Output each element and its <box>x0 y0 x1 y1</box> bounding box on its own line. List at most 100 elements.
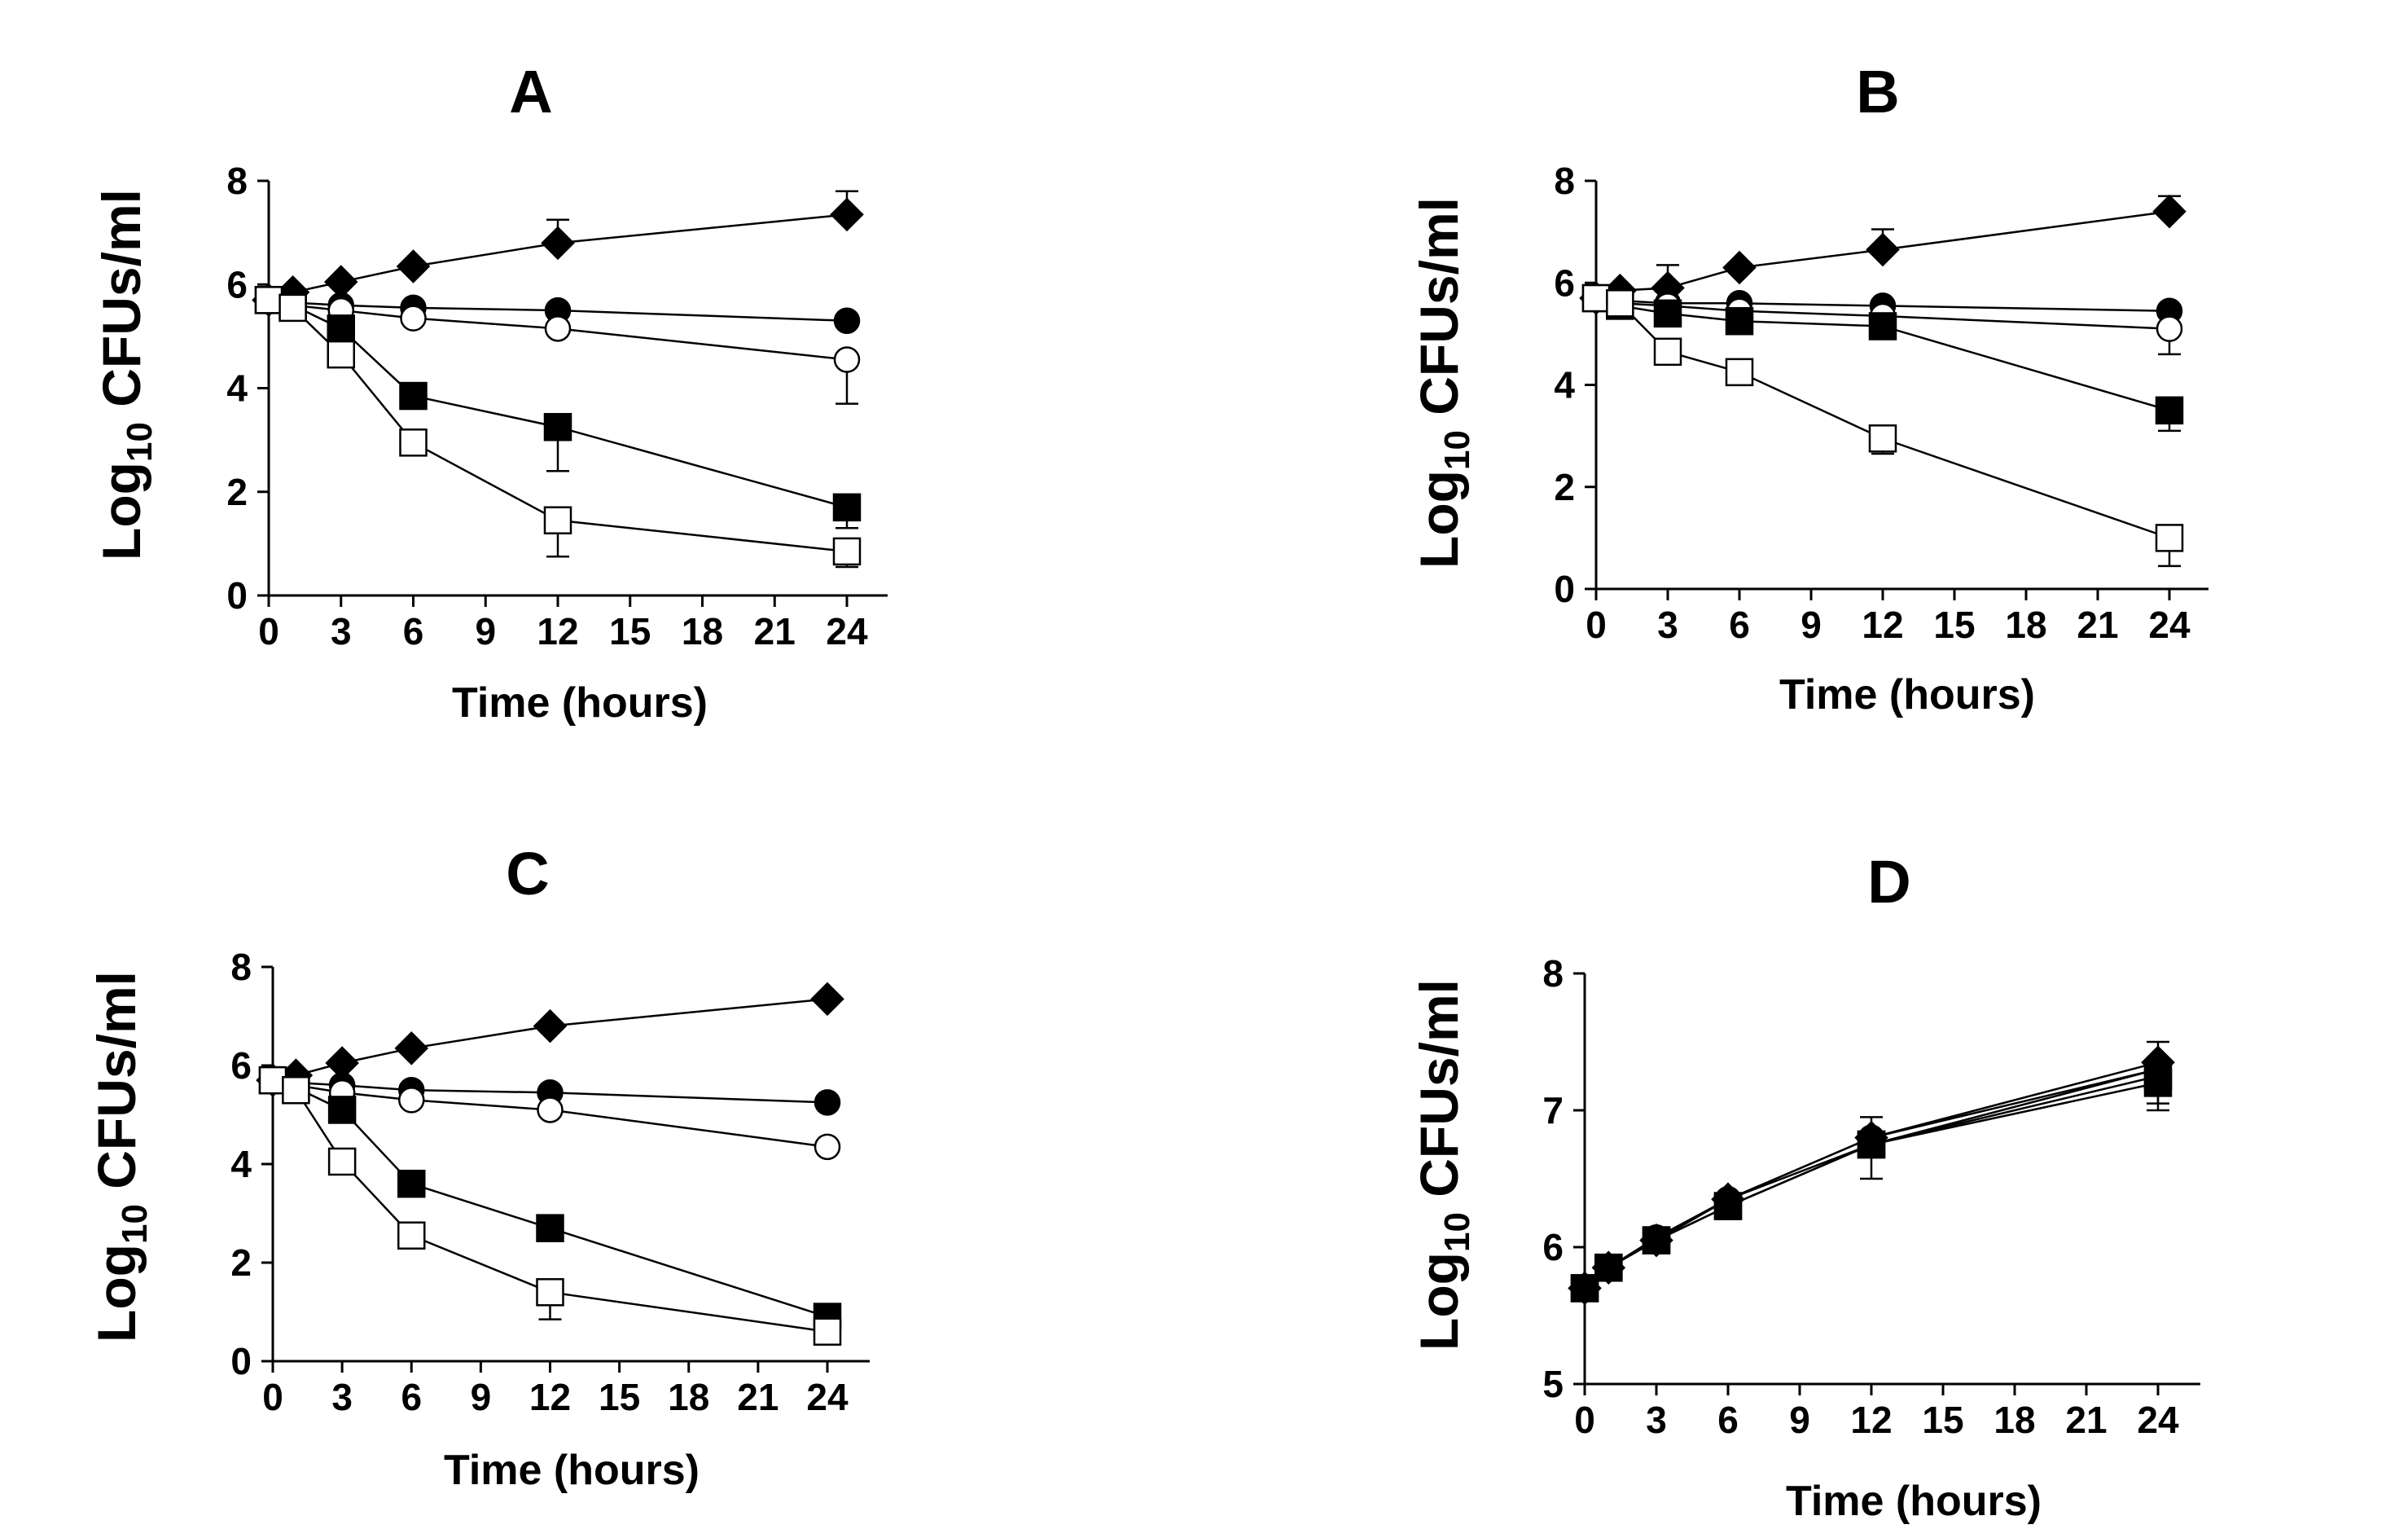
data-point-square <box>536 1214 564 1242</box>
data-point-square <box>399 428 428 457</box>
data-point-square <box>1570 1274 1599 1303</box>
data-point-diamond <box>1722 250 1757 285</box>
panel-b-ylabel: Log10 CFUs/ml <box>1409 197 1477 569</box>
data-point-square <box>1581 283 1611 313</box>
x-tick-label: 3 <box>1646 1399 1667 1441</box>
data-point-square <box>543 412 572 442</box>
y-tick-label: 2 <box>230 1241 252 1284</box>
x-tick-label: 18 <box>1994 1399 2035 1441</box>
panel-d-ylabel: Log10 CFUs/ml <box>1409 979 1477 1351</box>
panel-c-ylabel: Log10 CFUs/ml <box>86 971 155 1342</box>
y-tick-label: 2 <box>226 471 248 513</box>
panel-d-plot: 5 6 7 8 0 3 6 9 12 15 18 21 24 <box>1542 952 2200 1441</box>
x-tick-label: 24 <box>2148 604 2191 646</box>
x-tick-label: 6 <box>1729 604 1750 646</box>
x-tick-label: 3 <box>331 610 352 652</box>
y-tick-label: 6 <box>226 263 248 305</box>
data-point-square <box>254 286 283 314</box>
y-tick-label: 8 <box>230 946 252 988</box>
data-point-square <box>397 1221 426 1250</box>
data-point-diamond <box>396 249 431 283</box>
x-tick-label: 9 <box>1789 1399 1810 1441</box>
data-point-circle <box>400 305 427 332</box>
data-point-square <box>1653 337 1682 367</box>
x-tick-label: 12 <box>537 610 578 652</box>
panel-a-title: A <box>509 58 552 125</box>
panel-d-xlabel: Time (hours) <box>1786 1478 2042 1525</box>
data-point-square <box>2155 524 2184 552</box>
data-point-square <box>832 493 862 522</box>
y-tick-label: 0 <box>1554 568 1575 610</box>
x-tick-label: 15 <box>1933 604 1975 646</box>
data-point-square <box>536 1278 564 1307</box>
y-tick-label: 6 <box>1542 1226 1564 1268</box>
data-point-square <box>397 1169 426 1198</box>
y-tick-label: 8 <box>226 160 248 202</box>
data-point-circle <box>2156 315 2183 342</box>
panel-d-title: D <box>1867 848 1910 916</box>
x-tick-label: 24 <box>826 610 868 652</box>
data-point-square <box>1713 1192 1743 1220</box>
data-point-diamond <box>830 197 864 232</box>
data-point-circle <box>814 1089 841 1116</box>
x-tick-label: 12 <box>1850 1399 1892 1441</box>
x-tick-label: 24 <box>806 1376 849 1418</box>
y-tick-label: 8 <box>1542 952 1564 995</box>
data-point-square <box>327 340 355 369</box>
y-tick-label: 4 <box>1554 364 1575 406</box>
data-point-circle <box>398 1087 425 1114</box>
series-open-square <box>254 286 862 569</box>
x-tick-label: 18 <box>2005 604 2046 646</box>
data-point-circle <box>833 307 861 335</box>
x-tick-label: 9 <box>1801 604 1822 646</box>
data-point-square <box>1868 424 1897 453</box>
x-tick-label: 21 <box>2077 604 2118 646</box>
x-tick-label: 18 <box>668 1376 709 1418</box>
panel-a-xlabel: Time (hours) <box>452 679 708 727</box>
data-point-circle <box>814 1133 841 1161</box>
data-point-square <box>1725 358 1754 387</box>
x-tick-label: 9 <box>471 1376 492 1418</box>
x-tick-label: 18 <box>682 610 723 652</box>
y-tick-label: 2 <box>1554 466 1575 508</box>
x-tick-label: 6 <box>403 610 424 652</box>
x-tick-label: 12 <box>529 1376 571 1418</box>
y-tick-label: 0 <box>230 1340 252 1382</box>
x-tick-label: 21 <box>2065 1399 2107 1441</box>
x-tick-label: 9 <box>475 610 496 652</box>
panel-d: D Time (hours) Log10 CFUs/ml 5 6 7 8 0 3 6 9 12 1… <box>1409 848 2200 1525</box>
data-point-diamond <box>533 1008 568 1043</box>
y-tick-label: 0 <box>226 574 248 617</box>
panel-c-xlabel: Time (hours) <box>444 1447 700 1494</box>
panel-b-title: B <box>1856 58 1899 125</box>
x-tick-label: 15 <box>599 1376 640 1418</box>
x-tick-label: 12 <box>1862 604 1903 646</box>
data-point-square <box>1868 312 1897 341</box>
data-point-square <box>327 314 355 343</box>
x-tick-label: 21 <box>737 1376 779 1418</box>
data-point-square <box>1642 1226 1671 1254</box>
data-point-square <box>399 381 428 411</box>
panel-a-ylabel: Log10 CFUs/ml <box>91 189 160 560</box>
data-point-diamond <box>394 1031 429 1065</box>
x-tick-label: 6 <box>401 1376 422 1418</box>
series-open-square <box>258 1065 842 1346</box>
series-open-square <box>1570 1069 2173 1303</box>
y-tick-label: 8 <box>1554 160 1575 202</box>
y-tick-label: 6 <box>1554 261 1575 304</box>
x-tick-label: 0 <box>262 1376 283 1418</box>
x-tick-label: 15 <box>609 610 651 652</box>
x-tick-label: 3 <box>331 1376 353 1418</box>
data-point-circle <box>544 315 572 342</box>
x-tick-label: 21 <box>754 610 796 652</box>
data-point-square <box>279 293 307 323</box>
data-point-square <box>813 1317 842 1346</box>
data-point-square <box>327 1147 357 1176</box>
